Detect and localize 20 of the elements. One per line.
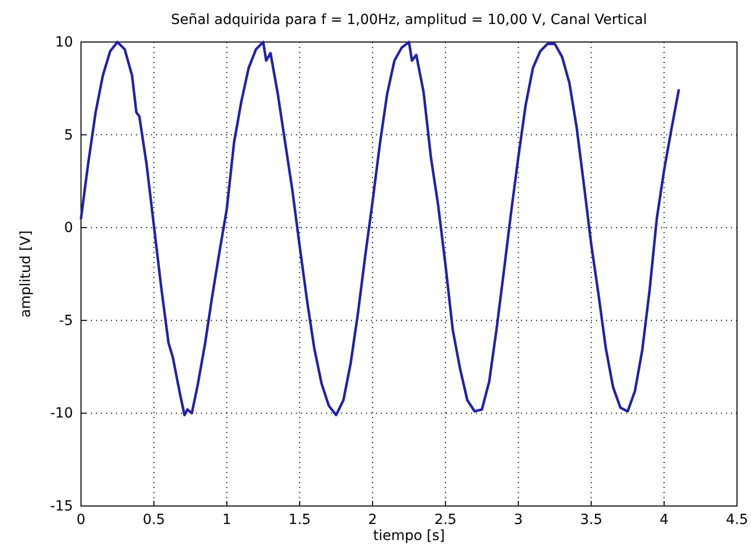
y-tick-label: -10 (50, 406, 73, 422)
x-tick-label: 0.5 (142, 512, 166, 528)
y-tick-label: 5 (64, 127, 73, 144)
x-tick-label: 3.5 (580, 512, 602, 528)
x-tick-label: 1.5 (288, 512, 311, 528)
y-tick-label: -5 (59, 312, 73, 329)
x-tick-label: 1 (222, 512, 232, 528)
x-tick-label: 4.5 (726, 512, 748, 528)
x-tick-label: 4 (660, 512, 669, 528)
y-axis-title: amplitud [V] (18, 230, 34, 318)
x-tick-label: 2 (368, 512, 378, 528)
chart-title: Señal adquirida para f = 1,00Hz, amplitud = 10,00 V, Canal Vertical (170, 12, 648, 28)
x-tick-label: 2.5 (434, 512, 457, 528)
line-series (80, 40, 680, 416)
y-tick-label: 10 (55, 34, 73, 50)
x-tick-label: 3 (514, 512, 523, 528)
x-tick-label: 0 (76, 512, 86, 528)
x-axis-title: tiempo [s] (373, 528, 445, 544)
y-tick-label: -15 (50, 498, 73, 514)
y-tick-label: 0 (64, 220, 73, 236)
